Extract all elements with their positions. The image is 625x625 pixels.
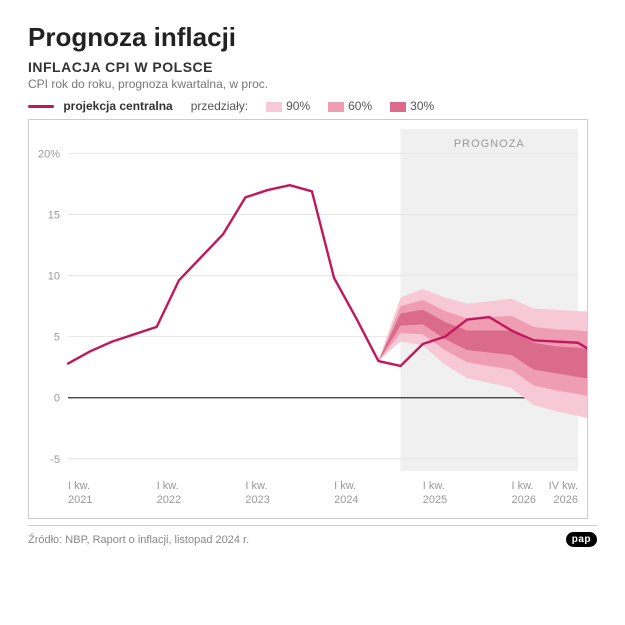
legend-central: projekcja centralna	[28, 99, 173, 113]
page-title: Prognoza inflacji	[28, 22, 597, 53]
swatch-60	[328, 102, 344, 112]
svg-text:I kw.: I kw.	[423, 480, 445, 492]
source-row: Źródło: NBP, Raport o inflacji, listopad…	[28, 525, 597, 547]
svg-text:2021: 2021	[68, 494, 92, 506]
svg-text:10: 10	[48, 271, 60, 283]
svg-text:I kw.: I kw.	[157, 480, 179, 492]
svg-text:I kw.: I kw.	[511, 480, 533, 492]
svg-text:2026: 2026	[554, 494, 578, 506]
svg-text:2023: 2023	[245, 494, 269, 506]
swatch-30	[390, 102, 406, 112]
svg-text:2026: 2026	[511, 494, 535, 506]
chart-subtitle: INFLACJA CPI W POLSCE	[28, 59, 597, 75]
svg-text:2024: 2024	[334, 494, 358, 506]
legend-label-90: 90%	[286, 99, 310, 113]
legend-label-60: 60%	[348, 99, 372, 113]
svg-text:20%: 20%	[38, 148, 60, 160]
svg-text:15: 15	[48, 210, 60, 222]
fan-chart: -5 0 5 10 15 20% I kw. 2021 I kw. 2022 I kw. 2023 I …	[28, 119, 588, 519]
swatch-90	[266, 102, 282, 112]
svg-text:5: 5	[54, 332, 60, 344]
legend: projekcja centralna przedziały: 90% 60% …	[28, 99, 597, 113]
svg-text:PROGNOZA: PROGNOZA	[454, 138, 525, 150]
legend-item-30: 30%	[390, 99, 434, 113]
svg-text:I kw.: I kw.	[334, 480, 356, 492]
line-swatch	[28, 105, 54, 108]
svg-text:0: 0	[54, 393, 60, 405]
svg-text:I kw.: I kw.	[68, 480, 90, 492]
legend-item-60: 60%	[328, 99, 372, 113]
legend-label-30: 30%	[410, 99, 434, 113]
legend-central-label: projekcja centralna	[63, 99, 172, 113]
svg-text:-5: -5	[50, 454, 60, 466]
svg-text:IV kw.: IV kw.	[549, 480, 578, 492]
legend-item-90: 90%	[266, 99, 310, 113]
pap-logo: pap	[566, 532, 597, 547]
svg-text:2022: 2022	[157, 494, 181, 506]
svg-text:2025: 2025	[423, 494, 447, 506]
source-text: Źródło: NBP, Raport o inflacji, listopad…	[28, 534, 249, 546]
svg-text:I kw.: I kw.	[245, 480, 267, 492]
chart-description: CPI rok do roku, prognoza kwartalna, w p…	[28, 77, 597, 91]
legend-intervals-label: przedziały:	[191, 99, 248, 113]
chart-container: Prognoza inflacji INFLACJA CPI W POLSCE …	[0, 0, 625, 625]
